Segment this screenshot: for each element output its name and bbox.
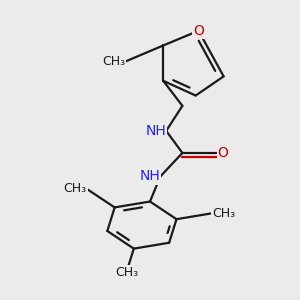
Text: CH₃: CH₃	[102, 55, 125, 68]
Text: CH₃: CH₃	[212, 207, 235, 220]
Text: NH: NH	[140, 169, 160, 184]
Text: CH₃: CH₃	[115, 266, 138, 279]
Text: O: O	[218, 146, 229, 160]
Text: NH: NH	[146, 124, 166, 138]
Text: CH₃: CH₃	[64, 182, 87, 195]
Text: O: O	[193, 24, 204, 38]
